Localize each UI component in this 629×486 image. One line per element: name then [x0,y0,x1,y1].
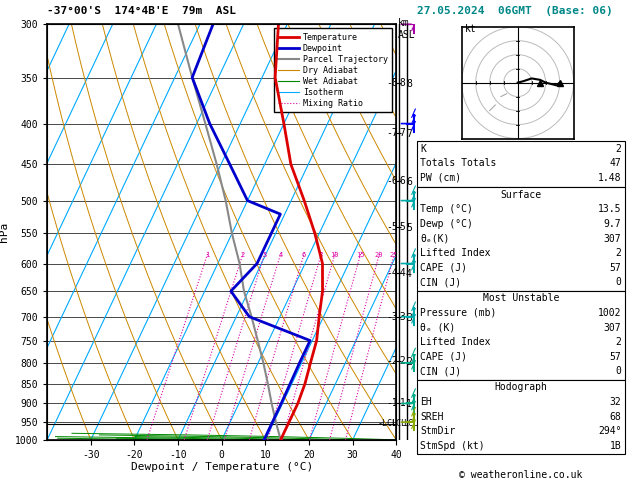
Text: θₑ (K): θₑ (K) [420,323,455,332]
Text: 6: 6 [302,252,306,258]
Text: EH: EH [420,397,432,407]
X-axis label: Dewpoint / Temperature (°C): Dewpoint / Temperature (°C) [131,462,313,472]
Text: 3: 3 [262,252,267,258]
Text: Surface: Surface [500,190,542,200]
Text: 57: 57 [610,352,621,362]
Text: -8: -8 [386,78,398,88]
Text: 1B: 1B [610,441,621,451]
Text: Dewp (°C): Dewp (°C) [420,219,473,229]
Text: CAPE (J): CAPE (J) [420,352,467,362]
Text: 10: 10 [330,252,339,258]
Text: -7: -7 [386,128,398,138]
Text: -6: -6 [395,175,406,186]
Text: -5: -5 [386,222,398,232]
Text: Lifted Index: Lifted Index [420,248,491,258]
Text: Pressure (mb): Pressure (mb) [420,308,496,318]
Text: -37°00'S  174°4B'E  79m  ASL: -37°00'S 174°4B'E 79m ASL [47,5,236,16]
Text: StmDir: StmDir [420,426,455,436]
Text: CAPE (J): CAPE (J) [420,263,467,273]
Text: 1: 1 [205,252,209,258]
Text: CIN (J): CIN (J) [420,366,461,376]
Text: -3: -3 [395,312,406,322]
Text: -5: -5 [395,222,406,232]
Text: 0: 0 [616,366,621,376]
Text: -1: -1 [395,398,406,408]
Text: 8: 8 [319,252,323,258]
Text: K: K [420,144,426,154]
Text: -2: -2 [395,356,406,365]
Text: 4: 4 [278,252,282,258]
Text: © weatheronline.co.uk: © weatheronline.co.uk [459,469,582,480]
Text: 20: 20 [375,252,384,258]
Text: Hodograph: Hodograph [494,382,547,392]
Y-axis label: km
ASL: km ASL [428,221,446,243]
Text: CIN (J): CIN (J) [420,278,461,287]
Text: 13.5: 13.5 [598,205,621,214]
Y-axis label: hPa: hPa [0,222,9,242]
Text: Temp (°C): Temp (°C) [420,205,473,214]
Text: SREH: SREH [420,412,443,421]
Text: -4: -4 [386,268,398,278]
Text: 57: 57 [610,263,621,273]
Text: 2: 2 [616,248,621,258]
Text: 2: 2 [616,144,621,154]
Legend: Temperature, Dewpoint, Parcel Trajectory, Dry Adiabat, Wet Adiabat, Isotherm, Mi: Temperature, Dewpoint, Parcel Trajectory… [274,29,392,112]
Text: 2: 2 [240,252,245,258]
Text: 1002: 1002 [598,308,621,318]
Text: 32: 32 [610,397,621,407]
Text: LCL: LCL [391,419,406,429]
Text: -8: -8 [395,78,406,88]
Text: StmSpd (kt): StmSpd (kt) [420,441,485,451]
Text: 307: 307 [604,234,621,243]
Text: LCL: LCL [403,419,418,429]
Text: 47: 47 [610,158,621,168]
Text: kt: kt [465,24,476,35]
Text: Most Unstable: Most Unstable [482,294,559,303]
Text: -7: -7 [395,128,406,138]
Text: -3: -3 [386,312,398,322]
Text: Totals Totals: Totals Totals [420,158,496,168]
Text: 9.7: 9.7 [604,219,621,229]
Text: 1.48: 1.48 [598,173,621,183]
Text: 15: 15 [356,252,365,258]
Text: 294°: 294° [598,426,621,436]
Text: -6: -6 [386,175,398,186]
Text: 0: 0 [616,278,621,287]
Text: 2: 2 [616,337,621,347]
Text: 25: 25 [390,252,398,258]
Text: km
ASL: km ASL [398,18,415,39]
Text: PW (cm): PW (cm) [420,173,461,183]
Text: -4: -4 [395,268,406,278]
Text: -LCL: -LCL [378,419,398,429]
Text: θₑ(K): θₑ(K) [420,234,450,243]
Text: 307: 307 [604,323,621,332]
Text: -1: -1 [386,398,398,408]
Text: 68: 68 [610,412,621,421]
Text: -2: -2 [386,356,398,365]
Text: 27.05.2024  06GMT  (Base: 06): 27.05.2024 06GMT (Base: 06) [417,5,613,16]
Text: Lifted Index: Lifted Index [420,337,491,347]
